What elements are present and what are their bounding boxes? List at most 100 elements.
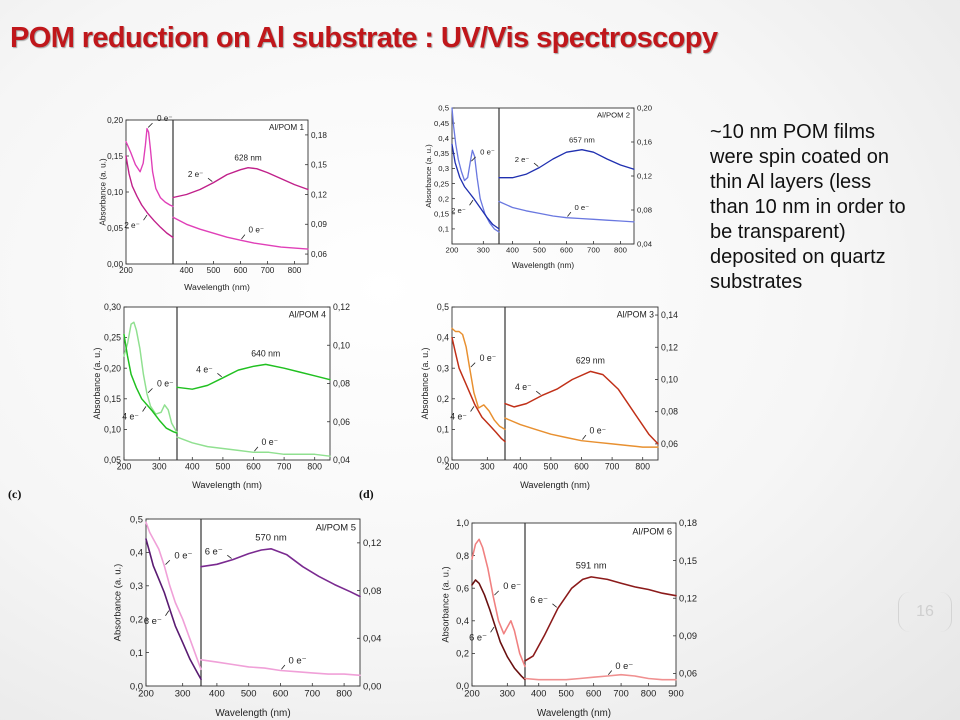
x-tick-label: 300: [152, 462, 167, 472]
y-right-tick-label: 0,12: [661, 342, 678, 352]
series-line: [200, 659, 361, 677]
x-tick-label: 700: [613, 688, 628, 698]
y-right-tick-label: 0,10: [333, 340, 350, 350]
y-tick-label: 0,1: [437, 424, 449, 434]
series-label: 2 e⁻: [188, 170, 204, 179]
slide-title: POM reduction on Al substrate : UV/Vis s…: [10, 22, 718, 54]
series-line: [451, 143, 500, 230]
series-line: [504, 370, 659, 445]
y-tick-label: 0,05: [104, 455, 121, 465]
peak-label: 570 nm: [255, 532, 287, 543]
x-tick-label: 800: [336, 688, 352, 699]
series-label: 4 e⁻: [450, 412, 467, 422]
series-label: 4 e⁻: [515, 382, 532, 392]
label-arrow: [207, 177, 213, 182]
x-tick-label: 600: [586, 688, 601, 698]
x-axis-label: Wavelength (nm): [520, 480, 590, 490]
y-right-tick-label: 0,04: [637, 240, 653, 249]
series-label: 0 e⁻: [615, 661, 633, 671]
y-tick-label: 0,3: [130, 581, 143, 592]
x-tick-label: 800: [307, 462, 322, 472]
chart-panel-pom4: 0,05 0,10 0,15 0,20 0,25 0,30 0,04 0,06 0,08 0,10…: [92, 302, 350, 490]
label-arrow: [143, 214, 148, 221]
label-arrow: [217, 373, 222, 378]
label-arrow: [165, 559, 171, 565]
y-tick-label: 0,25: [434, 179, 449, 188]
label-arrow: [533, 162, 539, 167]
x-tick-label: 600: [560, 246, 573, 255]
series-line: [176, 363, 331, 390]
x-tick-label: 600: [273, 688, 289, 699]
series-line: [123, 333, 178, 434]
y-right-tick-label: 0,16: [637, 138, 652, 147]
x-tick-label: 400: [180, 266, 194, 275]
series-label: 0 e⁻: [157, 379, 174, 389]
y-tick-label: 0,6: [456, 583, 469, 593]
x-axis-label: Wavelength (nm): [512, 261, 575, 270]
label-arrow: [227, 554, 232, 559]
chart-title: Al/POM 3: [617, 310, 654, 320]
series-label: 0 e⁻: [249, 226, 265, 235]
slide-description: ~10 nm POM films were spin coated on thi…: [710, 120, 955, 295]
description-line: than 10 nm in order to: [710, 196, 906, 218]
y-tick-label: 0,3: [438, 164, 449, 173]
x-tick-label: 500: [207, 266, 221, 275]
y-tick-label: 0,10: [104, 424, 121, 434]
series-label: 6 e⁻: [205, 546, 223, 557]
label-arrow: [147, 122, 153, 128]
y-axis-label: Absorbance (a. u.): [424, 144, 433, 208]
x-tick-label: 500: [241, 688, 257, 699]
y-axis-label: Absorbance (a. u.): [113, 564, 124, 642]
y-tick-label: 0,4: [437, 333, 449, 343]
y-right-tick-label: 0,08: [637, 206, 652, 215]
x-tick-label: 200: [446, 246, 459, 255]
label-arrow: [552, 603, 557, 608]
chart-title: Al/POM 6: [632, 526, 672, 536]
x-tick-label: 800: [635, 462, 650, 472]
x-tick-label: 200: [119, 266, 133, 275]
y-right-tick-label: 0,18: [679, 518, 697, 528]
x-axis-label: Wavelength (nm): [215, 708, 290, 719]
y-tick-label: 0,1: [130, 648, 143, 659]
series-line: [451, 336, 506, 443]
plot-frame: [451, 107, 635, 245]
series-line: [471, 579, 526, 681]
x-axis-label: Wavelength (nm): [184, 282, 250, 292]
x-tick-label: 200: [464, 688, 479, 698]
y-tick-label: 0,15: [104, 394, 121, 404]
x-tick-label: 900: [668, 688, 683, 698]
panel-label-c: (c): [8, 487, 22, 501]
y-right-tick-label: 0,06: [661, 439, 678, 449]
y-right-tick-label: 0,08: [333, 379, 350, 389]
x-tick-label: 400: [185, 462, 200, 472]
chart-title: Al/POM 4: [289, 310, 326, 320]
x-tick-label: 800: [288, 266, 302, 275]
label-arrow: [470, 362, 476, 368]
y-tick-label: 0,0: [456, 681, 469, 691]
y-tick-label: 0,0: [437, 455, 449, 465]
series-label: 2 e⁻: [515, 155, 530, 164]
y-right-tick-label: 0,06: [333, 417, 350, 427]
y-axis-label: Absorbance (a. u.): [92, 348, 102, 420]
y-right-tick-label: 0,15: [311, 161, 327, 170]
description-line: deposited on quartz: [710, 246, 886, 268]
peak-label: 657 nm: [569, 136, 595, 145]
y-right-tick-label: 0,12: [311, 190, 327, 199]
y-right-tick-label: 0,15: [679, 556, 697, 566]
series-line: [145, 538, 202, 681]
label-arrow: [567, 211, 572, 217]
x-tick-label: 300: [480, 462, 495, 472]
y-axis-label: Absorbance (a. u.): [98, 158, 107, 226]
x-tick-label: 600: [574, 462, 589, 472]
y-tick-label: 0,2: [438, 194, 449, 203]
y-tick-label: 0,15: [434, 209, 449, 218]
y-right-tick-label: 0,12: [679, 593, 697, 603]
panel-label-d: (d): [359, 487, 374, 501]
x-tick-label: 200: [138, 688, 154, 699]
page-number: 16: [898, 592, 952, 632]
plot-frame: [471, 522, 677, 687]
peak-label: 591 nm: [576, 561, 607, 571]
x-tick-label: 800: [614, 246, 627, 255]
series-label: 4 e⁻: [196, 364, 213, 374]
label-arrow: [494, 590, 499, 596]
